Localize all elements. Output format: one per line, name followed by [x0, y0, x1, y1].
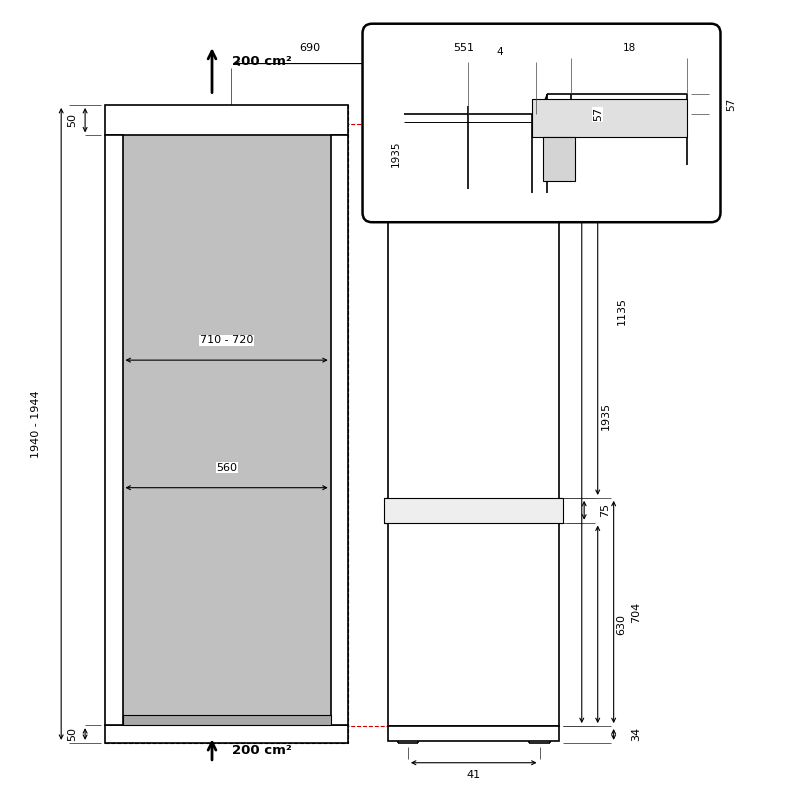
Text: 710 - 720: 710 - 720	[200, 335, 254, 346]
Text: 690: 690	[299, 42, 320, 53]
Bar	[388, 105, 559, 726]
Bar	[330, 135, 348, 726]
Bar	[105, 135, 122, 726]
Text: 34: 34	[631, 727, 641, 742]
Text: 560: 560	[216, 462, 237, 473]
Bar	[105, 105, 348, 743]
Text: 18: 18	[622, 43, 636, 53]
Bar	[385, 105, 562, 124]
Text: 50: 50	[67, 727, 78, 741]
Text: 57: 57	[593, 107, 602, 122]
Bar	[531, 98, 687, 137]
Bar	[122, 135, 330, 726]
Text: 1940 - 1944: 1940 - 1944	[30, 390, 41, 458]
Text: 50: 50	[67, 113, 78, 127]
Text: 630: 630	[617, 614, 626, 635]
Text: 57: 57	[726, 98, 736, 111]
Text: 41: 41	[466, 770, 481, 781]
Text: 75: 75	[600, 503, 610, 518]
Bar	[105, 105, 348, 135]
Text: 1135: 1135	[617, 297, 626, 325]
Text: 1935: 1935	[391, 140, 401, 166]
Text: 4: 4	[496, 47, 503, 57]
Text: 200 cm²: 200 cm²	[232, 54, 292, 68]
Bar	[105, 726, 348, 743]
Text: 200 cm²: 200 cm²	[232, 744, 292, 758]
Bar	[388, 726, 559, 741]
Text: 551: 551	[453, 42, 474, 53]
Text: 704: 704	[631, 602, 641, 622]
Bar	[384, 498, 563, 522]
Bar	[122, 715, 330, 726]
FancyBboxPatch shape	[362, 24, 721, 222]
Bar	[543, 137, 575, 181]
Text: 1935: 1935	[601, 402, 610, 430]
